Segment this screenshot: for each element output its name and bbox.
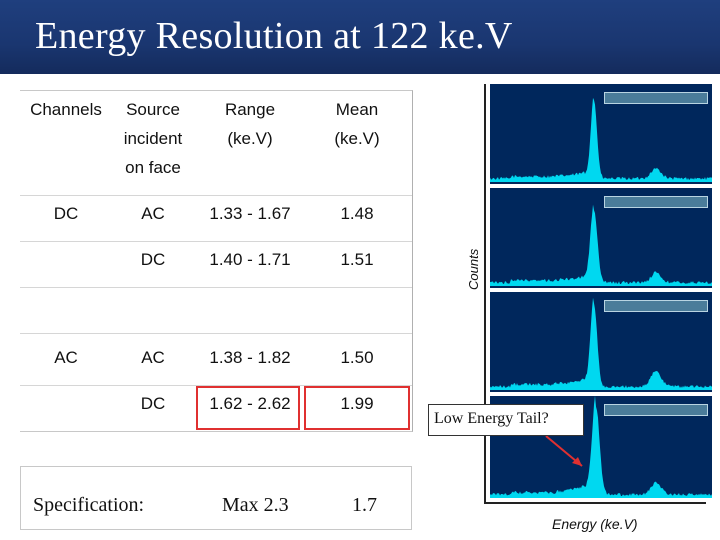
row-separator [20, 333, 412, 334]
specification-label: Specification: [33, 494, 145, 516]
spectrum-panel-2 [490, 188, 712, 288]
annotation-arrowhead [572, 457, 582, 466]
row-separator [20, 287, 412, 288]
header-range-line2: (ke.V) [227, 129, 273, 148]
row-separator [20, 385, 412, 386]
spectrum-fill [490, 396, 712, 498]
cell-source: AC [141, 204, 165, 223]
spectrum-legend-4 [604, 404, 708, 416]
annotation-box: Low Energy Tail? [428, 404, 584, 436]
specification-range: Max 2.3 [222, 494, 289, 516]
specification-box [20, 466, 412, 530]
spectrum-4 [490, 396, 712, 498]
spectrum-legend-3 [604, 300, 708, 312]
cell-source: AC [141, 348, 165, 367]
spectrum-legend-2 [604, 196, 708, 208]
cell-range: 1.38 - 1.82 [209, 348, 291, 367]
row-separator [20, 241, 412, 242]
specification-mean: 1.7 [352, 494, 377, 516]
cell-range: 1.40 - 1.71 [209, 250, 291, 269]
range-highlight-box [196, 386, 300, 430]
slide-title: Energy Resolution at 122 ke.V [35, 15, 513, 57]
header-source-line3: on face [125, 158, 181, 177]
mean-highlight-box [304, 386, 410, 430]
header-mean-line1: Mean [335, 100, 379, 119]
cell-mean: 1.99 [340, 394, 374, 413]
cell-mean: 1.51 [340, 250, 374, 269]
resolution-table: Channels Source incident on face Range (… [20, 90, 413, 432]
x-axis [484, 502, 706, 504]
cell-source: DC [140, 394, 166, 413]
cell-mean: 1.48 [340, 204, 374, 223]
cell-range: 1.62 - 2.62 [209, 394, 291, 413]
header-source-line2: incident [123, 129, 183, 148]
annotation-text: Low Energy Tail? [434, 410, 549, 427]
cell-channel: DC [53, 204, 79, 223]
cell-source: DC [140, 250, 166, 269]
header-separator [20, 195, 412, 196]
header-source-line1: Source [126, 100, 180, 119]
y-axis [484, 84, 486, 504]
header-mean-line2: (ke.V) [334, 129, 380, 148]
header-range-line1: Range [224, 100, 276, 119]
title-bar: Energy Resolution at 122 ke.V [0, 0, 720, 74]
spectrum-panel-1 [490, 84, 712, 184]
x-axis-label: Energy (ke.V) [552, 516, 638, 532]
spectrum-panel-3 [490, 292, 712, 392]
spectrum-legend-1 [604, 92, 708, 104]
header-channels: Channels [30, 100, 102, 119]
cell-range: 1.33 - 1.67 [209, 204, 291, 223]
cell-mean: 1.50 [340, 348, 374, 367]
cell-channel: AC [54, 348, 78, 367]
